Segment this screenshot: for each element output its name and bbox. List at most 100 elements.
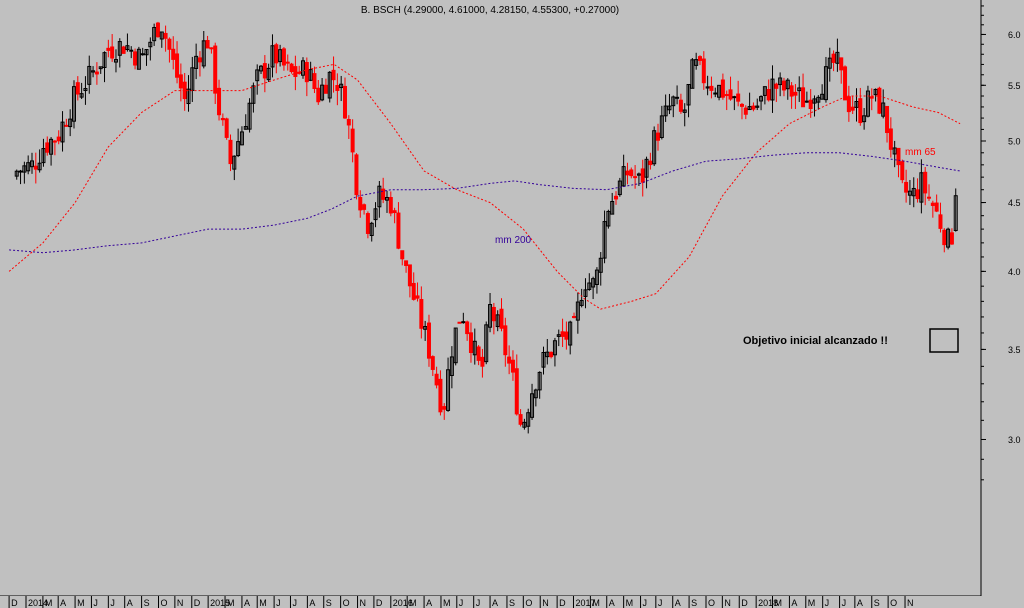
x-tick-label: N [907,598,914,608]
candle-up [308,69,313,81]
x-tick-label: A [492,598,498,608]
x-tick-label: 2015 [210,598,230,608]
candle-up [598,257,603,273]
candle-down [739,103,744,107]
candle-down [167,38,172,50]
candle-down [45,142,50,153]
candle-down [312,73,317,90]
candle-up [83,88,88,92]
candle-down [400,250,405,260]
x-axis-band [0,596,1024,608]
candle-up [892,147,897,155]
candle-up [659,115,664,138]
candle-up [49,138,54,155]
candle-down [877,87,882,114]
candle-down [934,202,939,212]
candle-up [60,121,65,143]
candle-down [850,106,855,111]
candle-up [22,165,27,173]
candle-up [37,162,42,171]
candle-down [52,140,57,143]
x-tick-label: O [161,598,168,608]
candle-down [175,53,180,78]
x-tick-label: O [343,598,350,608]
candle-up [339,83,344,89]
candle-down [293,66,298,77]
candle-up [663,105,668,117]
candle-down [220,117,225,121]
target-box [929,328,959,353]
candle-up [686,84,691,106]
x-tick-label: J [292,598,297,608]
candle-up [377,185,382,208]
candle-down [678,99,683,112]
candle-down [262,63,267,79]
candle-up [14,170,19,177]
candle-down [720,79,725,98]
candle-down [350,128,355,153]
candle-up [369,222,374,236]
candle-up [136,48,141,70]
candle-down [701,58,706,84]
x-tick-label: M [77,598,85,608]
x-tick-label: N [724,598,731,608]
candle-down [331,69,336,81]
candle-up [568,321,573,346]
x-tick-label: A [127,598,133,608]
candle-down [843,66,848,101]
candle-up [606,210,611,227]
candle-up [18,170,23,173]
x-tick-label: S [691,598,697,608]
candle-down [839,57,844,71]
candle-down [289,63,294,73]
candle-up [102,52,107,68]
candle-down [480,356,485,367]
candle-down [64,124,69,127]
y-tick-label: 6.0 [1008,30,1021,40]
candle-up [488,304,493,328]
candle-down [625,170,630,176]
candle-up [823,66,828,101]
candle-up [278,49,283,63]
candle-down [281,48,286,66]
candles-layer [14,21,958,434]
candle-down [404,260,409,266]
x-tick-label: J [643,598,648,608]
candle-down [438,378,443,413]
candle-up [636,173,641,176]
x-tick-label: A [60,598,66,608]
candle-up [785,79,790,90]
candle-up [675,96,680,99]
candle-up [705,86,710,89]
candle-up [759,96,764,102]
candle-down [430,356,435,370]
candle-down [648,160,653,166]
candle-up [827,57,832,69]
y-tick-label: 4.0 [1008,267,1021,277]
candle-down [228,139,233,165]
target-reached-annotation: Objetivo inicial alcanzado !! [743,335,888,347]
candle-up [79,93,84,98]
candle-up [239,131,244,146]
candle-up [29,160,34,168]
candle-down [633,176,638,179]
candle-down [94,71,99,75]
candle-up [747,106,752,111]
candle-up [117,41,122,56]
candle-up [579,299,584,306]
candle-down [415,295,420,299]
candle-up [820,93,825,100]
candle-up [552,340,557,356]
candle-down [793,91,798,96]
mm65-label: mm 65 [905,147,936,158]
candle-down [831,53,836,63]
candle-down [197,57,202,63]
candle-up [594,269,599,285]
candle-up [87,65,92,85]
candle-up [194,55,199,69]
x-tick-label: M [227,598,235,608]
candle-down [468,332,473,354]
candle-up [446,369,451,411]
x-tick-label: A [244,598,250,608]
